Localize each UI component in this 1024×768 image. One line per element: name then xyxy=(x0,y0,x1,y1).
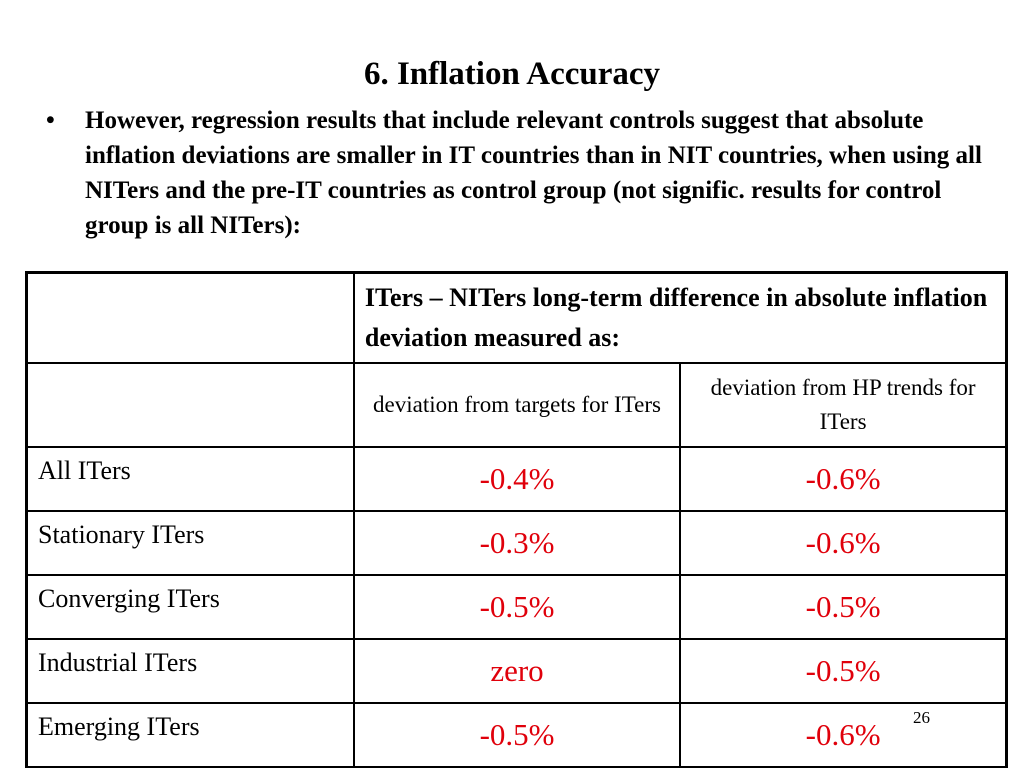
table-row: Stationary ITers -0.3% -0.6% xyxy=(25,510,1008,576)
bullet-icon: • xyxy=(46,107,55,134)
table-row: Emerging ITers -0.5% -0.6% xyxy=(25,702,1008,768)
row-label: Industrial ITers xyxy=(25,638,355,704)
slide-title: 6. Inflation Accuracy xyxy=(363,56,661,92)
row-label: Stationary ITers xyxy=(25,510,355,576)
value-hp-trends: -0.5% xyxy=(679,638,1008,704)
table-row: All ITers -0.4% -0.6% xyxy=(25,446,1008,512)
results-table: ITers – NITers long-term difference in a… xyxy=(25,271,1008,768)
value-hp-trends: -0.6% xyxy=(679,510,1008,576)
table-row: Industrial ITers zero -0.5% xyxy=(25,638,1008,704)
table-main-header: ITers – NITers long-term difference in a… xyxy=(352,271,1008,364)
row-label: Converging ITers xyxy=(25,574,355,640)
value-targets: -0.3% xyxy=(352,510,682,576)
value-targets: zero xyxy=(352,638,682,704)
value-hp-trends: -0.6% xyxy=(679,702,1008,768)
page-number: 26 xyxy=(913,708,930,727)
bullet-point: • However, regression results that inclu… xyxy=(46,103,1006,243)
value-hp-trends: -0.5% xyxy=(679,574,1008,640)
value-targets: -0.4% xyxy=(352,446,682,512)
value-hp-trends: -0.6% xyxy=(679,446,1008,512)
bullet-text: However, regression results that include… xyxy=(85,107,982,239)
value-targets: -0.5% xyxy=(352,574,682,640)
row-label: Emerging ITers xyxy=(25,702,355,768)
subheader-targets: deviation from targets for ITers xyxy=(352,362,682,448)
subheader-hp-trends: deviation from HP trends for ITers xyxy=(679,362,1008,448)
table-corner-cell xyxy=(25,271,355,364)
row-label: All ITers xyxy=(25,446,355,512)
table-row: Converging ITers -0.5% -0.5% xyxy=(25,574,1008,640)
table-subheader-empty-cell xyxy=(25,362,355,448)
value-targets: -0.5% xyxy=(352,702,682,768)
table-subheader-row: deviation from targets for ITers deviati… xyxy=(25,362,1008,448)
table-header-row: ITers – NITers long-term difference in a… xyxy=(25,271,1008,364)
